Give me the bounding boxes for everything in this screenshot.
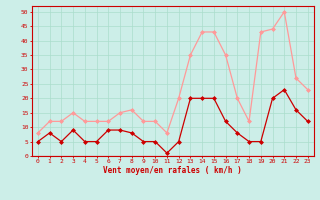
X-axis label: Vent moyen/en rafales ( km/h ): Vent moyen/en rafales ( km/h ) <box>103 166 242 175</box>
